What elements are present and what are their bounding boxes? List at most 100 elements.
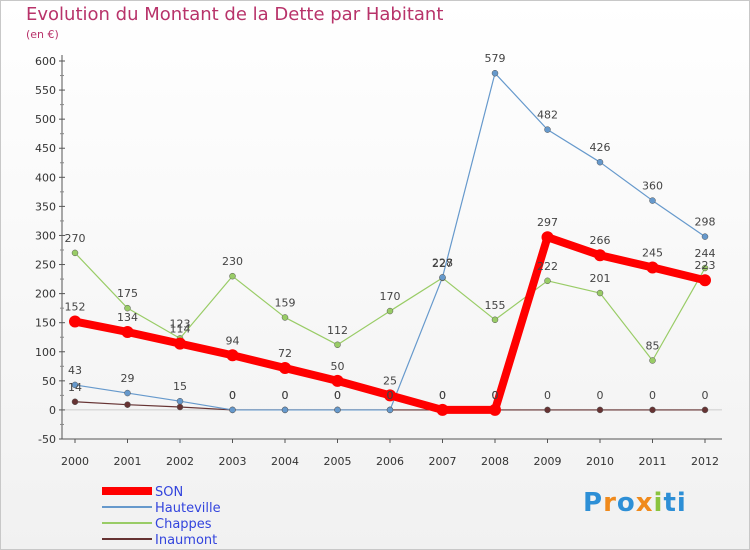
data-point-son: [279, 362, 291, 375]
y-tick-label: 400: [35, 171, 56, 184]
data-point-hauteville: [596, 158, 604, 166]
series-points: [69, 69, 711, 416]
data-point-son: [646, 261, 659, 274]
data-label-inaumont: 0: [387, 389, 394, 402]
y-tick-labels: -50 0 50 100 150 200 250 300 350 400 450 500 550 600: [35, 55, 56, 446]
data-point-hauteville: [439, 274, 446, 281]
data-point-son: [331, 374, 344, 387]
data-point-chappes: [701, 264, 709, 272]
data-point-son: [436, 403, 449, 416]
y-tick-label: 0: [49, 404, 56, 417]
x-tick-label: 2006: [376, 455, 404, 468]
y-tick-label: 100: [35, 346, 56, 359]
data-point-inaumont: [176, 403, 184, 411]
legend-label-chappes: Chappes: [155, 517, 212, 532]
data-point-inaumont: [71, 398, 79, 406]
data-point-hauteville: [281, 406, 289, 414]
data-point-chappes: [281, 314, 289, 321]
data-label-inaumont: 0: [282, 389, 289, 402]
legend-label-inaumont: Inaumont: [155, 533, 217, 548]
x-tick-label: 2000: [61, 455, 89, 468]
data-label-chappes: 230: [222, 255, 243, 268]
data-point-chappes: [71, 249, 79, 257]
data-label-son: 72: [278, 347, 292, 360]
data-point-son: [541, 231, 554, 244]
data-label-inaumont: 0: [439, 389, 446, 402]
data-point-son: [699, 274, 711, 287]
data-label-chappes: 123: [170, 317, 191, 330]
data-label-hauteville: 0: [387, 389, 394, 402]
data-point-inaumont: [596, 406, 604, 414]
data-point-hauteville: [544, 126, 551, 133]
data-label-chappes: 227: [432, 257, 453, 270]
data-label-hauteville: 15: [173, 380, 187, 393]
data-label-chappes: 112: [327, 324, 348, 337]
data-point-son: [226, 349, 239, 362]
data-point-hauteville: [71, 381, 79, 389]
series-line-hauteville: [74, 72, 706, 411]
proxiti-logo: Proxiti: [583, 488, 687, 518]
x-tick-label: 2003: [219, 455, 247, 468]
x-tick-labels: 2000 2001 2002 2003 2004 2005 2006 2007 2008 2009…: [61, 455, 719, 468]
data-label-hauteville: 29: [121, 372, 135, 385]
data-label-chappes: 175: [117, 287, 138, 300]
data-label-hauteville: 228: [432, 256, 453, 269]
data-label-chappes: 244: [695, 247, 716, 260]
y-tick-label: 550: [35, 84, 56, 97]
data-labels: 14 0 0 0 0 0 0 0 0 0 0 270 175 123 230 159 112 170 227 155 2…: [65, 52, 716, 402]
y-tick-label: 150: [35, 317, 56, 330]
data-point-son: [489, 403, 501, 416]
y-tick-label: -50: [38, 433, 56, 446]
data-label-hauteville: 579: [485, 52, 506, 65]
data-point-son: [384, 389, 396, 402]
data-label-chappes: 159: [275, 296, 296, 309]
data-point-chappes: [386, 307, 394, 315]
data-label-hauteville: 426: [590, 141, 611, 154]
data-point-inaumont: [701, 406, 709, 414]
chart-subtitle: (en €): [26, 28, 59, 41]
data-point-chappes: [124, 304, 131, 312]
data-label-inaumont: 0: [649, 389, 656, 402]
data-label-hauteville: 360: [642, 180, 663, 193]
data-point-inaumont: [649, 406, 656, 414]
data-label-son: 25: [383, 374, 397, 387]
y-tick-label: 350: [35, 200, 56, 213]
data-label-son: 0: [439, 389, 446, 402]
data-point-chappes: [334, 341, 341, 349]
x-tick-label: 2010: [586, 455, 614, 468]
data-label-son: 94: [226, 334, 240, 347]
data-point-hauteville: [176, 397, 184, 405]
data-point-hauteville: [491, 69, 499, 77]
x-tick-label: 2008: [481, 455, 509, 468]
data-label-inaumont: 0: [492, 389, 499, 402]
y-tick-label: 300: [35, 229, 56, 242]
data-label-hauteville: 43: [68, 364, 82, 377]
data-point-chappes: [491, 316, 499, 324]
data-label-son: 245: [642, 246, 663, 259]
data-label-inaumont: 0: [544, 389, 551, 402]
y-tick-label: 500: [35, 113, 56, 126]
data-label-hauteville: 0: [334, 389, 341, 402]
data-point-hauteville: [334, 406, 341, 414]
data-point-son: [174, 337, 186, 350]
data-label-inaumont: 0: [702, 389, 709, 402]
data-point-son: [121, 325, 134, 338]
x-tick-label: 2007: [429, 455, 457, 468]
x-tick-label: 2004: [271, 455, 299, 468]
data-label-chappes: 222: [537, 260, 558, 273]
data-point-chappes: [649, 357, 656, 364]
y-tick-label: 600: [35, 55, 56, 68]
data-label-inaumont: 0: [597, 389, 604, 402]
data-label-son: 0: [492, 389, 499, 402]
data-point-son: [69, 315, 81, 328]
data-label-son: 266: [590, 234, 611, 247]
y-tick-label: 200: [35, 288, 56, 301]
data-label-son: 50: [331, 360, 345, 373]
x-tick-label: 2011: [639, 455, 667, 468]
data-label-chappes: 201: [590, 272, 611, 285]
chart-title: Evolution du Montant de la Dette par Hab…: [26, 4, 444, 25]
data-point-chappes: [544, 277, 551, 285]
data-label-chappes: 270: [65, 232, 86, 245]
